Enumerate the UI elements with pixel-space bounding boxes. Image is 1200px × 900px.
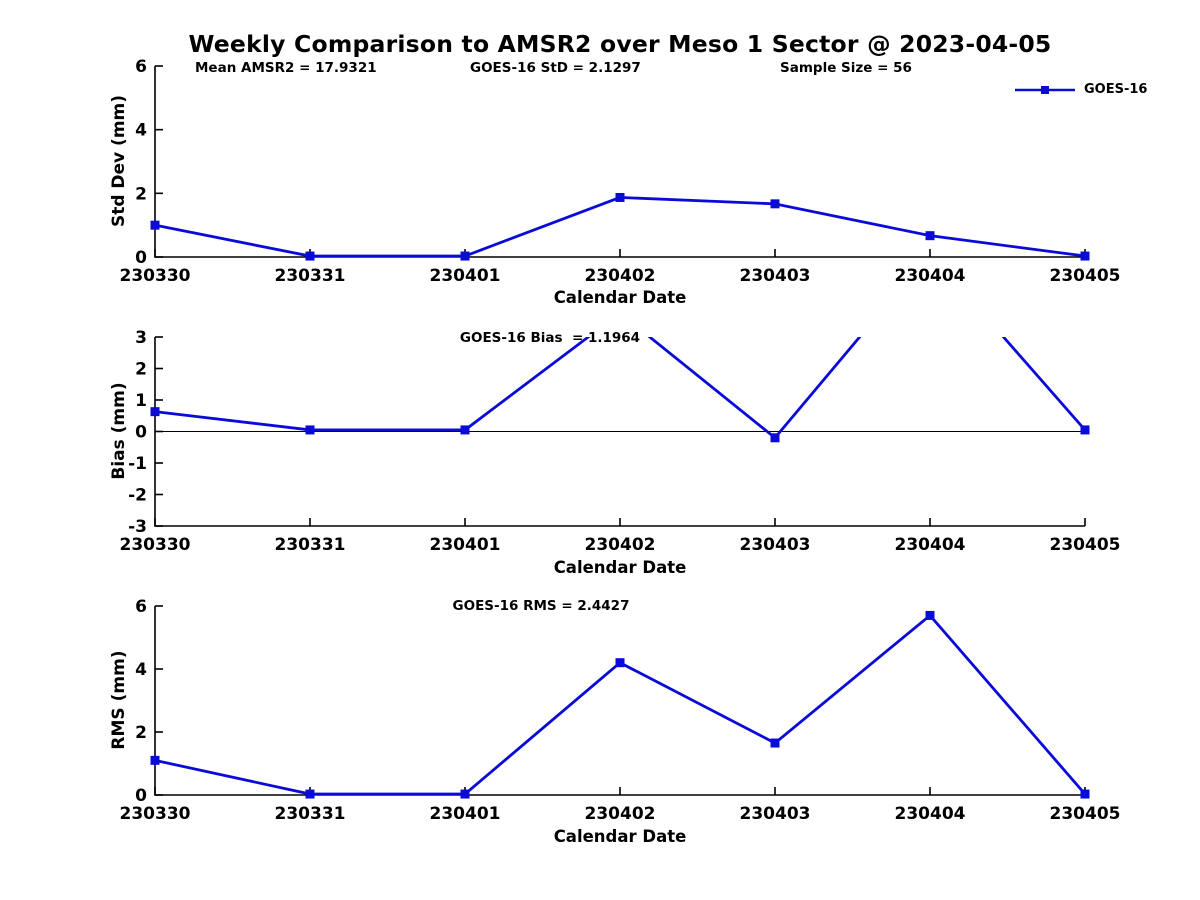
- data-point-marker: [305, 251, 315, 261]
- x-tick-label: 230404: [895, 266, 966, 286]
- data-point-marker: [770, 433, 780, 443]
- x-tick-label: 230401: [430, 804, 501, 824]
- data-point-marker: [925, 610, 935, 620]
- goes-16-line: [154, 613, 1086, 796]
- x-tick-label: 230404: [895, 804, 966, 824]
- goes-16-line: [154, 196, 1086, 258]
- x-tick-label: 230402: [585, 266, 656, 286]
- subplot-3: 0 2 4 6 230330 230331 230401 230402 230403 230404…: [120, 597, 1121, 824]
- data-point-marker: [925, 231, 935, 241]
- data-point-marker: [1080, 425, 1090, 435]
- x-tick-label: 230403: [740, 535, 811, 555]
- data-point-marker: [1080, 251, 1090, 261]
- legend: GOES-16: [1014, 82, 1147, 97]
- y-tick-label: -2: [128, 486, 147, 506]
- y-tick-label: 3: [135, 328, 147, 348]
- y-tick-label: -1: [128, 454, 147, 474]
- figure-title: Weekly Comparison to AMSR2 over Meso 1 S…: [188, 30, 1052, 58]
- y-tick-label: 6: [135, 597, 147, 617]
- xlabel-calendar-date-1: Calendar Date: [553, 288, 687, 307]
- y-tick-label: -3: [128, 517, 147, 537]
- data-point-marker: [305, 789, 315, 799]
- axis-spines: [154, 66, 1085, 258]
- data-point-marker: [770, 738, 780, 748]
- xlabel-calendar-date-2: Calendar Date: [553, 558, 687, 577]
- y-tick-label: 6: [135, 57, 147, 77]
- x-tick-label: 230330: [120, 266, 191, 286]
- data-point-marker: [460, 425, 470, 435]
- subplot-1: 0 2 4 6 230330 230331 230401 230402 230403 230404…: [120, 57, 1121, 286]
- y-tick-label: 2: [135, 184, 147, 204]
- y-tick-label: 1: [135, 391, 147, 411]
- xlabel-calendar-date-3: Calendar Date: [553, 827, 687, 846]
- y-tick-label: 0: [135, 423, 147, 443]
- data-point-marker: [150, 407, 160, 417]
- y-tick-label: 2: [135, 723, 147, 743]
- x-tick-label: 230403: [740, 266, 811, 286]
- data-point-marker: [615, 658, 625, 668]
- x-tick-label: 230401: [430, 535, 501, 555]
- x-tick-label: 230331: [275, 266, 346, 286]
- y-tick-label: 4: [135, 660, 147, 680]
- legend-label: GOES-16: [1084, 82, 1148, 97]
- annotation-rms: GOES-16 RMS = 2.4427: [452, 598, 630, 614]
- data-point-marker: [1080, 789, 1090, 799]
- x-tick-label: 230401: [430, 266, 501, 286]
- x-tick-label: 230405: [1050, 535, 1121, 555]
- data-point-marker: [305, 425, 315, 435]
- data-point-marker: [615, 192, 625, 202]
- x-tick-label: 230402: [585, 804, 656, 824]
- x-tick-label: 230402: [585, 535, 656, 555]
- stat-sample-size: Sample Size = 56: [780, 60, 912, 76]
- data-point-marker: [460, 251, 470, 261]
- x-tick-label: 230331: [275, 535, 346, 555]
- y-tick-label: 4: [135, 121, 147, 141]
- x-tick-label: 230405: [1050, 804, 1121, 824]
- x-tick-label: 230331: [275, 804, 346, 824]
- y-tick-label: 0: [135, 786, 147, 806]
- x-tick-label: 230330: [120, 535, 191, 555]
- y-tick-label: 2: [135, 360, 147, 380]
- annotation-bias: GOES-16 Bias = 1.1964: [459, 330, 641, 346]
- x-tick-label: 230330: [120, 804, 191, 824]
- y-tick-label: 0: [135, 248, 147, 268]
- data-point-marker: [150, 220, 160, 230]
- x-tick-label: 230404: [895, 535, 966, 555]
- data-point-marker: [460, 789, 470, 799]
- stat-mean-amsr2: Mean AMSR2 = 17.9321: [195, 60, 377, 76]
- x-tick-label: 230403: [740, 804, 811, 824]
- data-point-marker: [770, 199, 780, 209]
- legend-line-marker-icon: [1015, 85, 1075, 94]
- data-point-marker: [150, 755, 160, 765]
- stat-goes16-std: GOES-16 StD = 2.1297: [470, 60, 641, 76]
- x-tick-label: 230405: [1050, 266, 1121, 286]
